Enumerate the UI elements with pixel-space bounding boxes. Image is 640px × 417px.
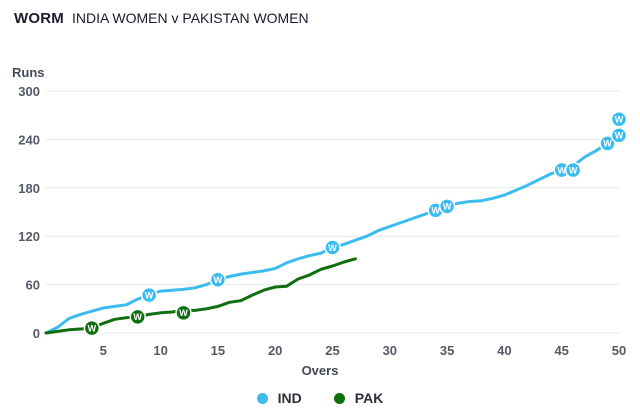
wicket-dot	[140, 286, 158, 304]
x-tick-label: 20	[268, 343, 282, 358]
wicket-marker-ind: W	[610, 127, 628, 144]
y-tick-label: 60	[26, 278, 40, 293]
series-lines	[44, 133, 621, 335]
wicket-marker-pak: W	[175, 304, 192, 322]
wicket-marker-ind: W	[610, 110, 628, 128]
wicket-dot	[175, 304, 192, 322]
wicket-label: W	[603, 139, 612, 149]
x-tick-label: 45	[554, 343, 568, 358]
wicket-label: W	[569, 165, 578, 175]
wicket-label: W	[214, 275, 223, 285]
wicket-label: W	[179, 308, 188, 318]
wicket-dot	[564, 161, 582, 179]
worm-chart: Runs 0 60 120 180 240 300 5 10 15 20 25 30 35 40 45 50…	[12, 65, 628, 378]
wicket-label: W	[328, 243, 337, 253]
y-tick-label: 0	[33, 326, 40, 341]
x-tick-label: 30	[383, 343, 397, 358]
wicket-label: W	[557, 165, 566, 175]
wicket-marker-ind: W	[324, 239, 341, 256]
wicket-marker-ind: W	[553, 161, 570, 179]
wicket-marker-pak: W	[83, 319, 101, 337]
x-tick-label: 15	[211, 343, 225, 358]
wicket-marker-ind: W	[209, 271, 227, 289]
gridlines	[46, 90, 619, 334]
x-tick-label: 25	[325, 343, 339, 358]
y-tick-label: 300	[18, 84, 40, 99]
x-tick-label: 40	[497, 343, 511, 358]
y-tick-label: 180	[18, 181, 40, 196]
wicket-label: W	[615, 115, 624, 125]
legend-swatch	[333, 392, 345, 404]
wicket-marker-ind: W	[599, 135, 616, 152]
legend-label: PAK	[354, 390, 384, 406]
legend-item-pak[interactable]: PAK	[333, 390, 384, 406]
match-title: INDIA WOMEN v PAKISTAN WOMEN	[71, 10, 309, 26]
wicket-marker-pak: W	[129, 308, 146, 326]
legend-swatch	[256, 392, 268, 404]
y-axis-ticks: 0 60 120 180 240 300	[18, 84, 40, 341]
x-tick-label: 35	[440, 343, 454, 358]
wicket-dot	[209, 271, 227, 289]
x-axis-ticks: 5 10 15 20 25 30 35 40 45 50	[100, 343, 627, 358]
x-axis-label: Overs	[302, 363, 339, 378]
series-line-ind	[44, 133, 621, 335]
wicket-marker-ind: W	[438, 198, 456, 215]
wicket-label: W	[145, 290, 154, 300]
chart-title: WORM	[14, 10, 64, 27]
legend: IND PAK	[0, 390, 640, 406]
wicket-label: W	[431, 206, 440, 216]
wicket-dot	[610, 127, 628, 144]
legend-item-ind[interactable]: IND	[256, 390, 302, 406]
wicket-dot	[599, 135, 616, 152]
x-tick-label: 5	[100, 343, 107, 358]
x-tick-label: 50	[612, 343, 626, 358]
y-tick-label: 120	[18, 229, 40, 244]
chart-header: WORM INDIA WOMEN v PAKISTAN WOMEN	[14, 10, 309, 34]
wicket-dot	[83, 319, 101, 337]
wicket-dot	[324, 239, 341, 256]
y-axis-label: Runs	[12, 65, 45, 80]
wicket-label: W	[615, 131, 624, 141]
x-tick-label: 10	[153, 343, 167, 358]
wicket-dot	[610, 110, 628, 128]
wicket-label: W	[133, 312, 142, 322]
wicket-dot	[438, 198, 456, 215]
wicket-dot	[129, 308, 146, 326]
y-tick-label: 240	[18, 132, 40, 147]
wicket-label: W	[443, 202, 452, 212]
wicket-label: W	[88, 323, 97, 333]
legend-label: IND	[277, 390, 302, 406]
wicket-marker-ind: W	[564, 161, 582, 179]
wicket-marker-ind: W	[140, 286, 158, 304]
